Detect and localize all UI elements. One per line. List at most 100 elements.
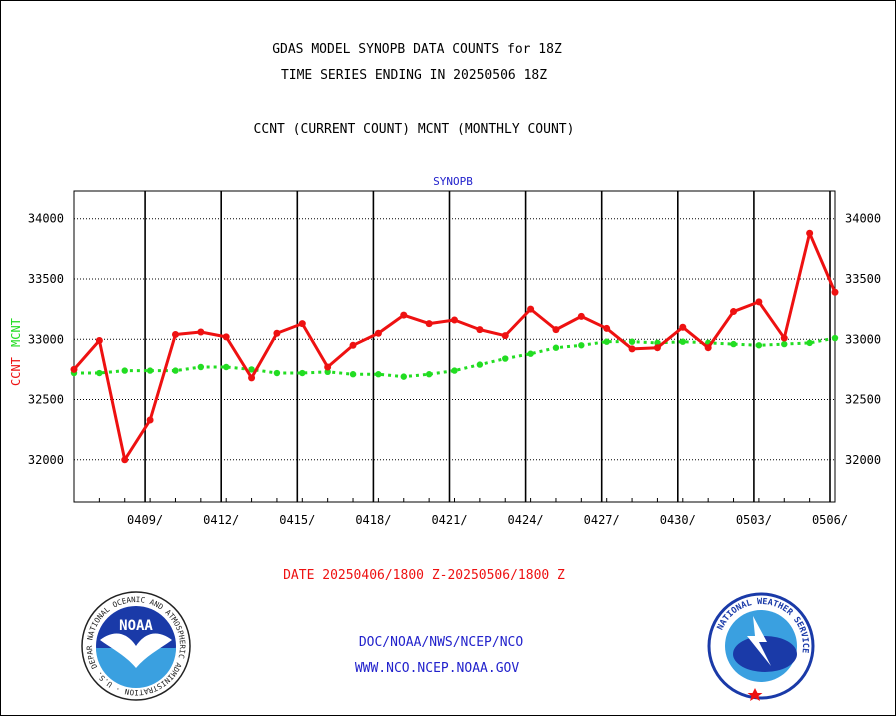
data-point-mcnt (679, 338, 686, 345)
date-range: DATE 20250406/1800 Z-20250506/1800 Z (283, 568, 565, 583)
data-point-ccnt (730, 308, 738, 316)
data-point-ccnt (425, 320, 433, 328)
data-point-ccnt (679, 323, 687, 331)
chart-title-line1: GDAS MODEL SYNOPB DATA COUNTS for 18Z (272, 42, 562, 57)
x-tick-label: 0421/ (431, 513, 467, 527)
data-point-ccnt (324, 363, 332, 371)
data-point-mcnt (476, 361, 484, 368)
data-point-ccnt (95, 336, 103, 344)
nws-logo-icon: NATIONAL WEATHER SERVICE (707, 592, 815, 701)
y-tick-label-right: 33500 (845, 272, 881, 286)
data-point-ccnt (374, 329, 382, 337)
data-point-ccnt (831, 288, 839, 296)
data-point-mcnt (578, 342, 585, 349)
data-point-ccnt (273, 329, 281, 337)
x-ticks: 0409/0412/0415/0418/0421/0424/0427/0430/… (73, 498, 848, 527)
data-point-ccnt (653, 344, 661, 352)
data-point-mcnt (349, 371, 357, 378)
data-point-mcnt (451, 367, 458, 374)
data-point-ccnt (501, 332, 509, 340)
data-point-ccnt (121, 456, 129, 464)
data-point-mcnt (755, 342, 763, 349)
data-point-mcnt (781, 340, 788, 348)
y-tick-label-right: 34000 (845, 212, 881, 226)
data-point-ccnt (349, 341, 357, 349)
chart-title-line2: TIME SERIES ENDING IN 20250506 18Z (281, 68, 547, 83)
x-tick-label: 0409/ (127, 513, 163, 527)
data-point-mcnt (400, 373, 407, 380)
data-point-mcnt (375, 371, 382, 378)
data-point-mcnt (273, 369, 281, 377)
data-point-ccnt (400, 311, 408, 319)
org-line2: WWW.NCO.NCEP.NOAA.GOV (355, 661, 520, 676)
data-point-ccnt (628, 345, 636, 353)
data-point-mcnt (654, 339, 661, 347)
data-point-ccnt (146, 416, 154, 424)
grid-layer (74, 191, 835, 502)
y-tick-label-right: 32500 (845, 393, 881, 407)
plot-title: SYNOPB (433, 175, 473, 188)
data-point-ccnt (197, 328, 205, 336)
data-point-ccnt (527, 305, 535, 313)
data-point-mcnt (730, 340, 737, 348)
x-tick-label: 0424/ (508, 513, 544, 527)
data-point-ccnt (806, 229, 814, 237)
data-point-mcnt (197, 363, 205, 371)
data-point-ccnt (577, 312, 585, 320)
data-point-ccnt (780, 334, 788, 342)
data-point-mcnt (425, 371, 433, 378)
data-point-ccnt (451, 316, 458, 324)
data-point-mcnt (121, 367, 128, 374)
data-point-mcnt (552, 344, 560, 351)
y-tick-label-left: 33500 (28, 272, 64, 286)
data-point-ccnt (755, 298, 763, 306)
x-tick-label: 0430/ (660, 513, 696, 527)
y-axis-label-mcnt: MCNT (9, 318, 23, 347)
data-point-ccnt (171, 330, 179, 338)
noaa-logo-icon: NOAA NATIONAL OCEANIC AND ATMOSPHERIC AD… (81, 591, 191, 701)
data-point-ccnt (222, 333, 230, 341)
series-layer (70, 229, 839, 464)
x-tick-label: 0418/ (355, 513, 391, 527)
y-tick-label-right: 33000 (845, 332, 881, 346)
data-point-mcnt (324, 368, 331, 376)
y-tick-label-right: 32000 (845, 453, 881, 467)
data-point-mcnt (96, 369, 103, 377)
data-point-ccnt (70, 365, 78, 373)
y-tick-label-left: 32000 (28, 453, 64, 467)
data-point-mcnt (831, 334, 839, 342)
y-tick-label-left: 32500 (28, 393, 64, 407)
data-point-mcnt (502, 355, 509, 362)
data-point-mcnt (806, 339, 813, 347)
data-point-mcnt (527, 350, 534, 357)
data-point-mcnt (172, 367, 179, 374)
y-axis-label-ccnt: CCNT (9, 357, 23, 386)
y-tick-label-left: 33000 (28, 332, 64, 346)
x-tick-label: 0427/ (584, 513, 620, 527)
data-point-ccnt (603, 324, 611, 332)
x-tick-label: 0412/ (203, 513, 239, 527)
data-point-mcnt (603, 338, 610, 345)
data-point-ccnt (248, 374, 256, 382)
data-point-ccnt (552, 326, 560, 334)
x-tick-label: 0415/ (279, 513, 315, 527)
y-tick-label-left: 34000 (28, 212, 64, 226)
data-point-ccnt (704, 344, 712, 352)
plot-area (73, 190, 836, 503)
x-tick-label: 0506/ (812, 513, 848, 527)
noaa-logo-text: NOAA (119, 618, 153, 634)
org-line1: DOC/NOAA/NWS/NCEP/NCO (359, 635, 524, 650)
data-point-ccnt (476, 326, 484, 334)
chart-legend-line: CCNT (CURRENT COUNT) MCNT (MONTHLY COUNT… (254, 122, 575, 137)
data-point-mcnt (248, 366, 255, 373)
data-point-mcnt (146, 367, 154, 374)
x-tick-label: 0503/ (736, 513, 772, 527)
series-line-ccnt (72, 231, 837, 462)
y-ticks: 32000 32000 32500 32500 33000 33000 33500 33500… (28, 212, 881, 467)
data-point-ccnt (298, 320, 306, 328)
data-point-mcnt (223, 363, 230, 371)
data-point-mcnt (299, 369, 306, 377)
data-point-mcnt (628, 338, 636, 345)
